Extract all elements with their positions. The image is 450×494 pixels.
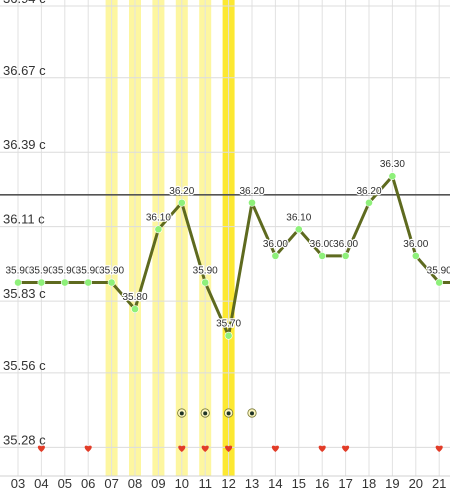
data-point-13	[248, 198, 256, 207]
x-axis-tick-labels: 0304050607080910111213141516171819202122…	[0, 475, 450, 491]
day-markers	[177, 408, 257, 418]
heart-icon-17	[342, 445, 350, 452]
heart-icon-12	[225, 445, 233, 452]
data-label-03: 35.90	[5, 266, 30, 277]
data-label-20: 36.00	[403, 239, 428, 250]
marker-12	[224, 408, 234, 418]
y-tick-label: 35.56 c	[3, 358, 46, 373]
data-point-20	[411, 252, 420, 260]
heart-icon-10	[178, 445, 186, 452]
x-tick-label: 21	[432, 476, 446, 491]
data-point-21	[435, 278, 444, 287]
data-label-13: 36.20	[239, 186, 264, 197]
x-tick-label: 07	[104, 476, 118, 491]
y-tick-label: 36.94 c	[3, 0, 46, 6]
horizontal-gridlines	[0, 5, 450, 448]
y-axis-tick-labels: 36.94 c 36.67 c 36.39 c 36.11 c 35.83 c 35.56…	[3, 0, 46, 447]
heart-markers	[37, 445, 443, 452]
vertical-gridlines	[17, 0, 440, 476]
x-tick-label: 18	[362, 476, 376, 491]
data-label-04: 35.90	[29, 266, 54, 277]
data-point-04	[37, 278, 46, 287]
marker-dot	[226, 411, 231, 416]
data-label-14: 36.00	[263, 239, 288, 250]
x-tick-label: 19	[385, 476, 399, 491]
y-tick-label: 35.28 c	[3, 432, 46, 447]
y-tick-label: 36.67 c	[3, 63, 46, 78]
data-label-10: 36.20	[169, 186, 194, 197]
x-tick-label: 17	[338, 476, 352, 491]
data-label-15: 36.10	[286, 212, 311, 223]
data-label-18: 36.20	[356, 186, 381, 197]
data-point-07	[107, 278, 116, 287]
heart-icon-04	[37, 445, 45, 452]
x-tick-label: 20	[409, 476, 423, 491]
x-tick-label: 14	[268, 476, 282, 491]
temperature-points	[14, 172, 444, 340]
data-point-03	[14, 278, 22, 287]
marker-13	[247, 408, 257, 418]
x-tick-label: 08	[128, 476, 142, 491]
data-point-10	[177, 198, 186, 207]
heart-icon-11	[201, 445, 209, 452]
data-point-19	[388, 172, 397, 181]
data-point-06	[84, 278, 93, 287]
data-label-07: 35.90	[99, 266, 124, 277]
data-label-06: 35.90	[76, 266, 101, 277]
data-point-08	[131, 305, 139, 314]
data-point-15	[294, 225, 303, 234]
data-label-17: 36.00	[333, 239, 358, 250]
data-point-17	[341, 252, 350, 260]
data-label-16: 36.00	[310, 239, 335, 250]
x-tick-label: 10	[175, 476, 189, 491]
x-tick-label: 12	[221, 476, 235, 491]
data-label-09: 36.10	[146, 212, 171, 223]
x-tick-label: 05	[58, 476, 72, 491]
y-tick-label: 36.11 c	[3, 212, 45, 227]
x-tick-label: 11	[198, 476, 212, 491]
data-label-19: 36.30	[380, 159, 405, 170]
data-point-09	[154, 225, 163, 234]
data-point-05	[60, 278, 69, 287]
data-label-05: 35.90	[52, 266, 77, 277]
x-tick-label: 16	[315, 476, 329, 491]
data-label-21: 35.90	[427, 266, 450, 277]
heart-icon-16	[318, 445, 326, 452]
data-point-11	[201, 278, 210, 287]
x-tick-label: 15	[292, 476, 306, 491]
x-tick-label: 13	[245, 476, 259, 491]
heart-icon-14	[271, 445, 279, 452]
heart-icon-21	[435, 445, 443, 452]
data-label-08: 35.80	[122, 292, 147, 303]
marker-dot	[179, 411, 184, 416]
y-tick-label: 35.83 c	[3, 286, 46, 301]
x-tick-label: 03	[11, 476, 25, 491]
x-tick-label: 04	[34, 476, 48, 491]
marker-dot	[203, 411, 208, 416]
data-label-12: 35.70	[216, 319, 241, 330]
data-point-18	[365, 198, 373, 207]
marker-10	[177, 408, 187, 418]
data-label-11: 35.90	[193, 266, 218, 277]
marker-dot	[250, 411, 254, 416]
y-tick-label: 36.39 c	[3, 137, 46, 152]
x-tick-label: 06	[81, 476, 95, 491]
x-tick-label: 09	[151, 476, 165, 491]
data-point-12	[224, 331, 233, 340]
data-point-16	[318, 252, 327, 260]
data-point-14	[271, 252, 280, 260]
fertile-highlight-bands	[105, 0, 235, 476]
marker-11	[200, 408, 210, 418]
temperature-data-labels: 35.9035.9035.9035.9035.9035.8036.1036.20…	[4, 158, 450, 331]
heart-icon-06	[84, 445, 92, 452]
